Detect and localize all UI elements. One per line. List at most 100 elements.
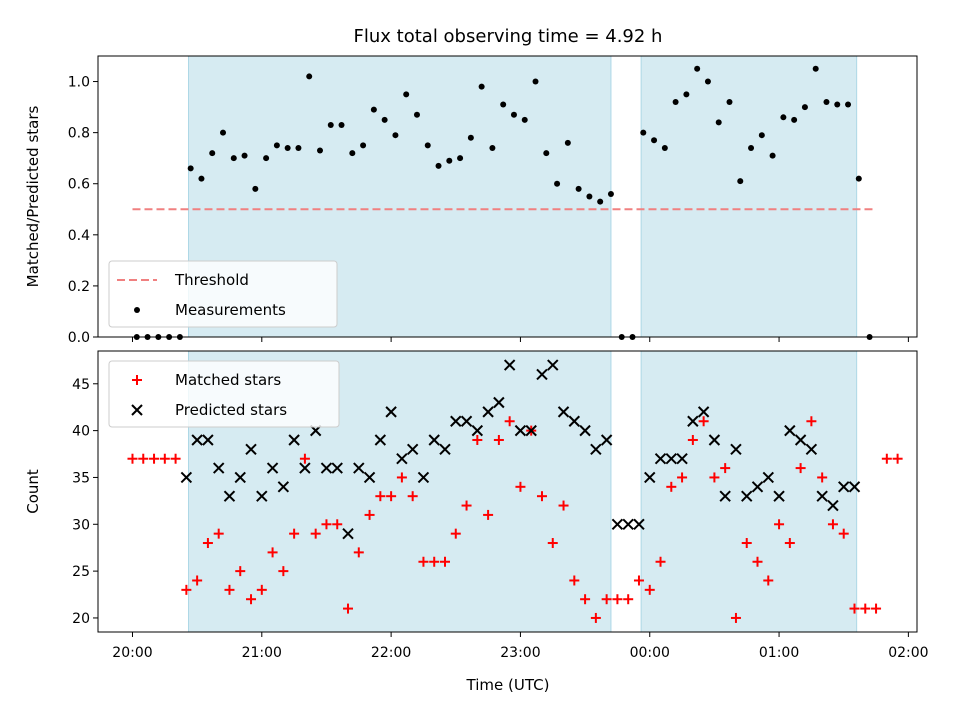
plot-frame bbox=[97, 350, 918, 633]
matched-stars-point bbox=[763, 575, 774, 586]
cross-b bbox=[622, 518, 634, 530]
matched-stars-point bbox=[256, 584, 267, 595]
y-tick-label: 0.6 bbox=[68, 177, 90, 193]
matched-stars-point bbox=[418, 556, 429, 567]
legend-label: Matched stars bbox=[175, 371, 281, 389]
cross-b bbox=[212, 462, 225, 474]
matched-stars-point bbox=[644, 584, 655, 595]
measurements-point bbox=[510, 111, 517, 118]
matched-stars-point bbox=[849, 603, 860, 614]
measurements-point bbox=[209, 150, 216, 157]
cross-b bbox=[277, 481, 290, 493]
cross-b bbox=[741, 490, 753, 502]
predicted-stars-point bbox=[525, 424, 537, 437]
cross-b bbox=[460, 415, 473, 427]
measurements-point bbox=[403, 91, 410, 98]
cross-b bbox=[773, 490, 785, 502]
matched-stars-point bbox=[547, 538, 558, 549]
measurements-point bbox=[295, 144, 302, 151]
legend-frame bbox=[108, 360, 340, 428]
matched-stars-point bbox=[202, 538, 213, 549]
measurements-point bbox=[446, 157, 453, 164]
x-tick-label: 02:00 bbox=[888, 645, 928, 661]
measurements-point bbox=[360, 142, 367, 149]
predicted-stars-point bbox=[676, 453, 688, 465]
y-tick-label: 40 bbox=[72, 424, 90, 440]
cross-b bbox=[234, 471, 246, 484]
measurements-point bbox=[564, 139, 571, 146]
predicted-stars-point bbox=[277, 481, 290, 493]
matched-stars-point bbox=[741, 538, 752, 549]
matched-stars-point bbox=[504, 416, 515, 427]
matched-stars-point bbox=[881, 453, 892, 464]
y-axis-label: Count bbox=[24, 469, 42, 514]
cross-b bbox=[644, 471, 656, 484]
predicted-stars-point bbox=[342, 527, 354, 540]
measurements-point bbox=[672, 98, 679, 105]
plot-frame bbox=[97, 55, 918, 338]
cross-b bbox=[579, 424, 591, 437]
matched-stars-point bbox=[396, 472, 407, 483]
predicted-stars-point bbox=[557, 406, 570, 418]
cross-b bbox=[525, 424, 537, 437]
legend: Threshold Measurements bbox=[108, 260, 338, 328]
predicted-stars-point bbox=[536, 368, 548, 381]
measurements-point bbox=[586, 193, 593, 200]
measurements-point bbox=[500, 101, 507, 108]
matched-stars-point bbox=[213, 528, 224, 539]
cross-b bbox=[708, 434, 721, 446]
measurements-point bbox=[532, 78, 539, 85]
matched-stars-point bbox=[795, 463, 806, 474]
y-tick-label: 25 bbox=[72, 564, 90, 580]
matched-stars-point bbox=[386, 491, 397, 502]
matched-stars-point bbox=[278, 566, 289, 577]
matched-stars-point bbox=[407, 491, 418, 502]
measurements-point bbox=[812, 65, 819, 72]
matched-stars-point bbox=[181, 584, 192, 595]
matched-stars-point bbox=[483, 509, 494, 520]
predicted-stars-point bbox=[773, 490, 785, 502]
cross-b bbox=[762, 471, 774, 484]
predicted-stars-point bbox=[363, 471, 376, 484]
predicted-stars-point bbox=[202, 434, 214, 446]
matched-stars-point bbox=[375, 491, 386, 502]
predicted-stars-point bbox=[848, 481, 861, 493]
matched-stars-point bbox=[871, 603, 882, 614]
cross-b bbox=[590, 443, 602, 456]
matched-stars-point bbox=[332, 519, 343, 530]
measurements-point bbox=[220, 129, 227, 136]
predicted-stars-point bbox=[439, 443, 451, 456]
matched-stars-point bbox=[558, 500, 569, 511]
matched-stars-point bbox=[580, 594, 591, 605]
cross-b bbox=[374, 434, 387, 446]
cross-b bbox=[450, 415, 462, 427]
matched-stars-point bbox=[149, 453, 160, 464]
predicted-stars-point bbox=[687, 415, 699, 427]
measurements-point bbox=[230, 155, 237, 162]
predicted-stars-point bbox=[622, 518, 634, 530]
measurements-point bbox=[467, 134, 474, 141]
predicted-stars-point bbox=[644, 471, 656, 484]
measurements-point bbox=[370, 106, 377, 113]
predicted-stars-point bbox=[805, 443, 818, 456]
predicted-stars-point bbox=[568, 415, 581, 427]
predicted-stars-point bbox=[827, 499, 839, 512]
matched-stars-point bbox=[623, 594, 634, 605]
measurements-point bbox=[855, 175, 862, 182]
measurements-point bbox=[780, 114, 787, 121]
matched-stars-point bbox=[343, 603, 354, 614]
matched-stars-point bbox=[450, 528, 461, 539]
measurements-point bbox=[187, 165, 194, 172]
matched-stars-point bbox=[429, 556, 440, 567]
legend: Matched stars Predicted stars bbox=[108, 360, 340, 428]
cross-b bbox=[202, 434, 214, 446]
predicted-stars-point bbox=[191, 434, 203, 446]
predicted-stars-point bbox=[600, 434, 613, 446]
cross-b bbox=[665, 453, 678, 465]
cross-b bbox=[493, 396, 505, 409]
legend-label: Predicted stars bbox=[175, 401, 287, 419]
matched-stars-point bbox=[170, 453, 181, 464]
cross-b bbox=[514, 424, 527, 437]
predicted-stars-point bbox=[633, 518, 645, 530]
cross-b bbox=[396, 453, 408, 465]
